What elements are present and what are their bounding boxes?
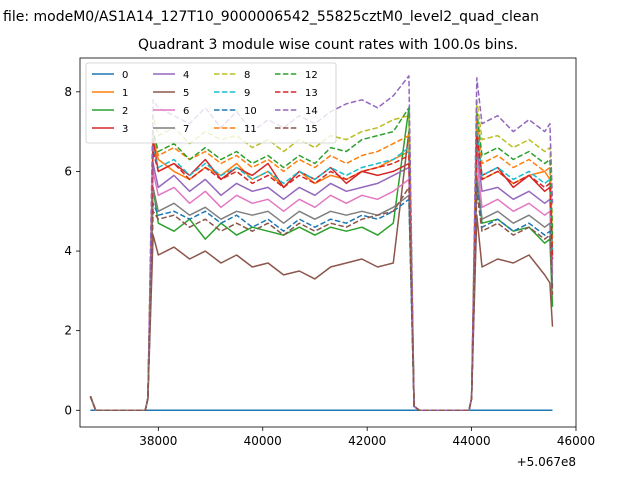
legend-label-0: 0 (122, 70, 128, 81)
legend-label-2: 2 (122, 106, 128, 117)
x-tick-label: 46000 (557, 434, 595, 448)
legend-label-9: 9 (244, 88, 250, 99)
series-line-13 (89, 134, 554, 412)
y-tick-label: 8 (64, 85, 72, 99)
series-line-2 (89, 107, 554, 412)
x-tick-label: 40000 (244, 434, 282, 448)
legend-label-4: 4 (183, 70, 189, 81)
legend-label-13: 13 (305, 88, 318, 99)
legend-label-11: 11 (244, 124, 257, 135)
legend-box (85, 62, 337, 144)
y-tick-label: 0 (64, 403, 72, 417)
legend-label-14: 14 (305, 106, 318, 117)
x-tick-label: 38000 (139, 434, 177, 448)
x-offset-label: +5.067e8 (517, 455, 576, 469)
series-line-15 (89, 186, 554, 412)
series-line-12 (89, 107, 554, 412)
series-line-7 (89, 174, 554, 412)
legend-label-7: 7 (183, 124, 189, 135)
figure-suptitle: a file: modeM0/AS1A14_127T10_9000006542_… (0, 9, 539, 25)
legend-label-12: 12 (305, 70, 318, 81)
x-tick-label: 44000 (452, 434, 490, 448)
chart-title: Quadrant 3 module wise count rates with … (138, 37, 518, 53)
y-tick-label: 4 (64, 244, 72, 258)
legend-label-1: 1 (122, 88, 128, 99)
x-tick-label: 42000 (348, 434, 386, 448)
plot-frame (79, 57, 577, 428)
y-tick-label: 2 (64, 324, 72, 338)
series-line-5 (89, 130, 554, 412)
legend-label-6: 6 (183, 106, 189, 117)
legend-label-8: 8 (244, 70, 250, 81)
axis-layer: 38000 40000 42000 44000 46000 0 2 4 6 8 (64, 85, 595, 448)
series-line-11 (89, 114, 554, 412)
y-tick-label: 6 (64, 164, 72, 178)
series-line-4 (89, 146, 554, 412)
series-line-10 (89, 182, 554, 412)
series-line-6 (89, 158, 554, 412)
legend-label-3: 3 (122, 124, 128, 135)
series-line-9 (89, 126, 554, 412)
legend-label-15: 15 (305, 124, 318, 135)
series-line-14 (89, 75, 554, 412)
legend-label-5: 5 (183, 88, 189, 99)
legend-label-10: 10 (244, 106, 257, 117)
